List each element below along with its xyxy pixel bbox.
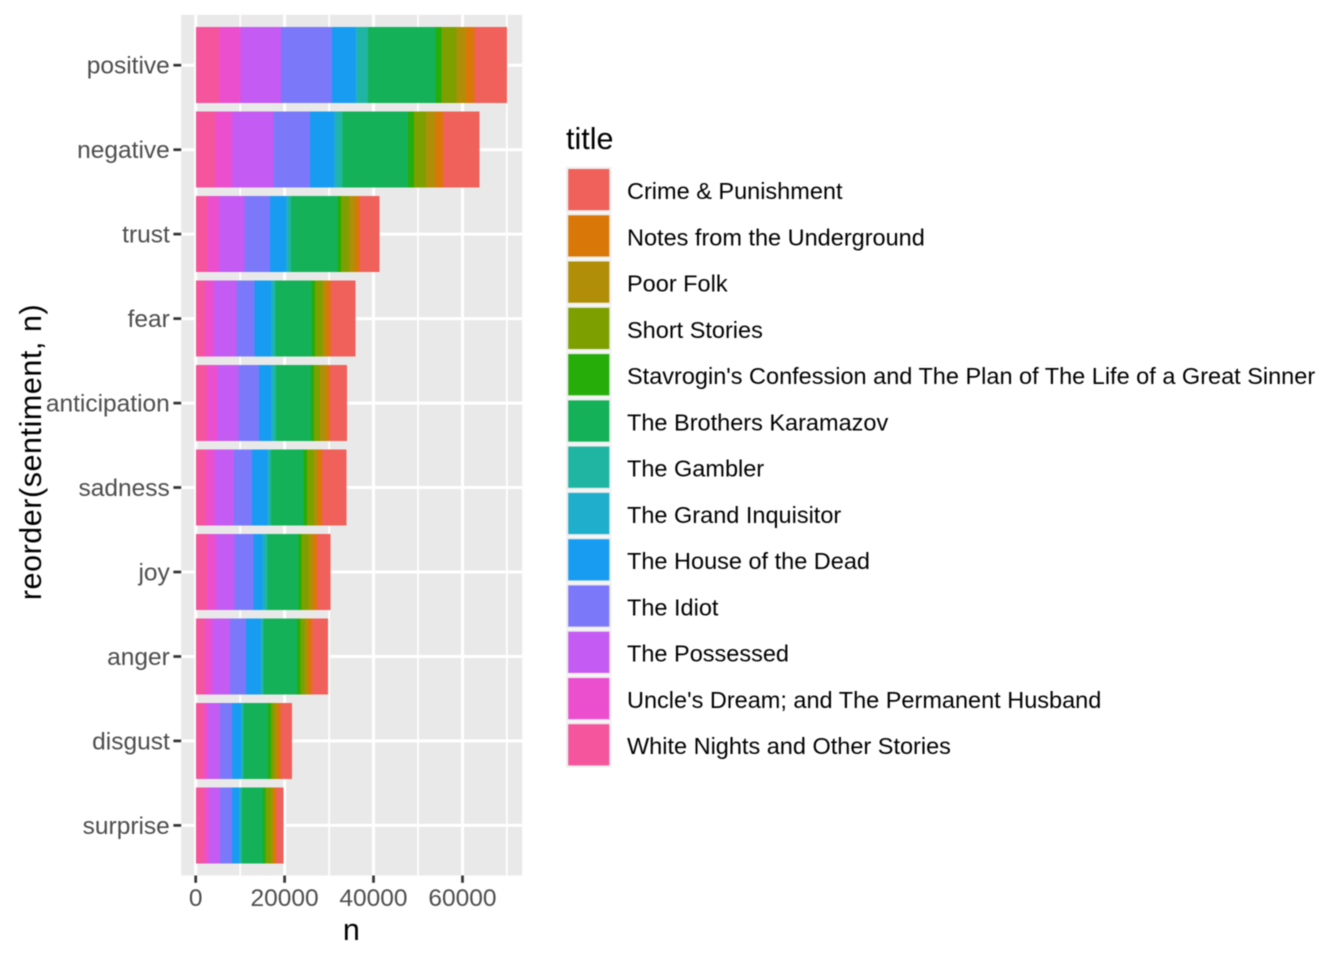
svg-text:disgust: disgust <box>92 728 170 755</box>
svg-text:Uncle's Dream; and The Permane: Uncle's Dream; and The Permanent Husband <box>627 687 1101 713</box>
svg-text:reorder(sentiment, n): reorder(sentiment, n) <box>14 304 48 600</box>
svg-text:negative: negative <box>77 137 170 164</box>
svg-text:anger: anger <box>107 644 170 671</box>
svg-text:60000: 60000 <box>428 885 496 912</box>
svg-text:sadness: sadness <box>79 475 170 502</box>
svg-text:40000: 40000 <box>339 885 407 912</box>
svg-text:The Gambler: The Gambler <box>627 456 764 482</box>
svg-text:Stavrogin's Confession and The: Stavrogin's Confession and The Plan of T… <box>627 363 1315 389</box>
svg-text:The Possessed: The Possessed <box>627 641 789 667</box>
svg-text:n: n <box>343 913 360 947</box>
svg-text:White Nights and Other Stories: White Nights and Other Stories <box>627 733 951 759</box>
svg-text:surprise: surprise <box>83 813 170 840</box>
svg-text:20000: 20000 <box>251 885 319 912</box>
svg-text:trust: trust <box>122 222 170 249</box>
svg-text:Poor Folk: Poor Folk <box>627 271 728 297</box>
svg-text:Crime & Punishment: Crime & Punishment <box>627 178 843 204</box>
svg-text:joy: joy <box>137 560 170 587</box>
svg-text:Notes from the Underground: Notes from the Underground <box>627 224 925 250</box>
svg-text:positive: positive <box>87 53 170 80</box>
svg-text:title: title <box>566 122 613 156</box>
svg-text:Short Stories: Short Stories <box>627 317 763 343</box>
svg-text:The Grand Inquisitor: The Grand Inquisitor <box>627 502 841 528</box>
svg-text:The Idiot: The Idiot <box>627 594 719 620</box>
svg-text:0: 0 <box>189 885 203 912</box>
svg-text:The Brothers Karamazov: The Brothers Karamazov <box>627 409 888 435</box>
svg-text:The House of the Dead: The House of the Dead <box>627 548 870 574</box>
svg-text:fear: fear <box>128 306 170 333</box>
svg-text:anticipation: anticipation <box>46 391 170 418</box>
